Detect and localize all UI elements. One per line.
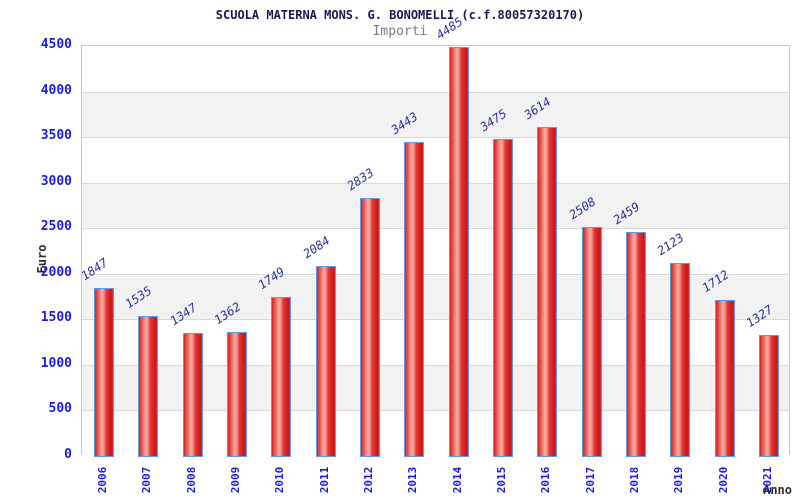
y-tick-label: 1500 <box>40 310 72 326</box>
plot-area <box>81 45 790 457</box>
bar-2018 <box>625 231 646 457</box>
bar-2010 <box>271 296 292 457</box>
gridline <box>82 228 789 230</box>
y-tick-label: 0 <box>64 447 72 462</box>
x-tick-label: 2013 <box>406 466 420 494</box>
bar-2012 <box>360 197 381 457</box>
x-tick-label: 2012 <box>362 466 376 494</box>
gridline <box>82 410 789 412</box>
x-tick-label: 2019 <box>672 466 686 494</box>
bar-2008 <box>182 333 203 457</box>
bar-2006 <box>94 287 115 457</box>
gridline <box>82 91 789 93</box>
bar-2021 <box>758 335 779 457</box>
gridline <box>82 182 789 184</box>
bar-2015 <box>492 139 513 457</box>
bar-2014 <box>448 47 469 457</box>
bar-2011 <box>315 266 336 457</box>
y-tick-label: 4500 <box>40 37 72 52</box>
x-tick-label: 2015 <box>494 466 508 494</box>
y-axis-title: Euro <box>35 244 49 274</box>
y-tick-label: 500 <box>48 401 72 417</box>
x-tick-label: 2006 <box>96 466 110 494</box>
plot-band <box>82 46 789 92</box>
x-tick-label: 2007 <box>140 466 154 494</box>
x-tick-label: 2018 <box>627 466 641 494</box>
plot-band <box>82 182 789 229</box>
y-tick-label: 3000 <box>40 173 72 189</box>
bar-2017 <box>581 227 602 457</box>
x-tick-label: 2017 <box>583 466 597 494</box>
y-tick-label: 2000 <box>40 264 72 280</box>
gridline <box>82 273 789 275</box>
x-axis-title: Anno <box>763 483 792 497</box>
y-tick-label: 3500 <box>40 128 72 144</box>
x-tick-label: 2009 <box>229 466 243 494</box>
plot-band <box>82 137 789 183</box>
gridline <box>82 364 789 366</box>
chart-subtitle: Importi <box>372 24 428 39</box>
x-tick-label: 2016 <box>539 466 553 494</box>
y-tick-label: 2500 <box>40 219 72 235</box>
bar-2007 <box>138 316 159 457</box>
x-tick-label: 2014 <box>450 466 464 494</box>
y-tick-label: 4000 <box>40 82 72 98</box>
plot-band <box>82 91 789 138</box>
bar-2009 <box>227 331 248 457</box>
chart-title: SCUOLA MATERNA MONS. G. BONOMELLI (c.f.8… <box>215 8 585 22</box>
x-tick-label: 2011 <box>317 466 331 494</box>
gridline <box>82 319 789 321</box>
gridline <box>82 137 789 139</box>
bar-2019 <box>670 262 691 457</box>
bar-2013 <box>404 142 425 457</box>
x-tick-label: 2020 <box>716 466 730 494</box>
x-tick-label: 2008 <box>184 466 198 494</box>
bar-2020 <box>714 300 735 457</box>
bar-2016 <box>537 126 558 457</box>
y-tick-label: 1000 <box>40 355 72 371</box>
x-tick-label: 2010 <box>273 466 287 494</box>
